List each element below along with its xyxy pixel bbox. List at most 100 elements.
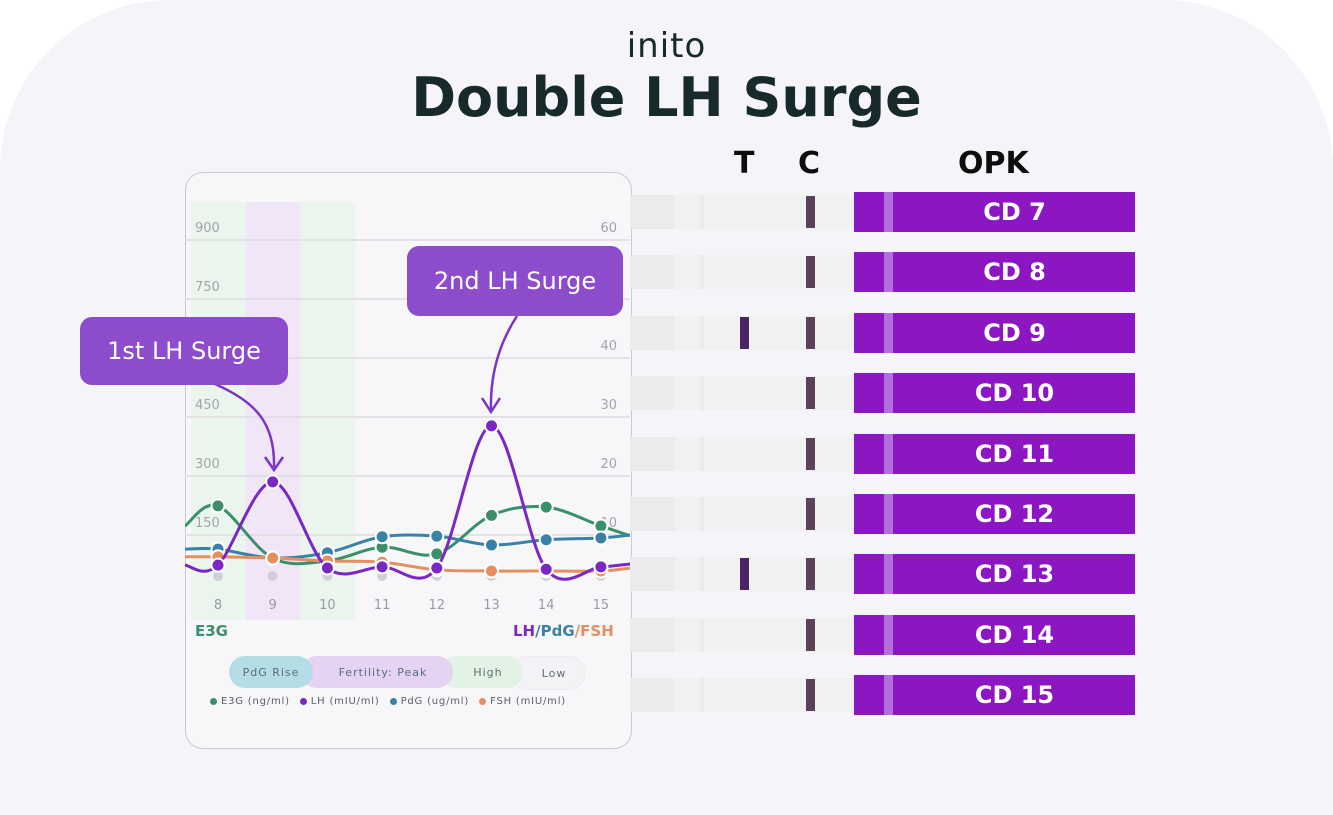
data-point-e3g <box>484 507 499 523</box>
strip-band <box>884 192 893 232</box>
data-point-pdg <box>593 530 609 546</box>
data-point-pdg <box>429 528 445 544</box>
strip-segment <box>704 557 854 592</box>
data-point-lh <box>429 560 445 576</box>
right-tick-label: 20 <box>600 457 617 472</box>
strip-band <box>884 433 893 474</box>
strip-handle: CD 11 <box>854 433 1135 474</box>
strip-handle: CD 13 <box>854 554 1135 595</box>
data-point-lh <box>374 559 390 575</box>
axis-sep: / <box>574 622 581 640</box>
legend-label: LH (mIU/ml) <box>310 696 380 707</box>
series-lines <box>185 418 630 581</box>
strip-segment <box>674 436 700 471</box>
header-opk: OPK <box>958 146 1029 181</box>
left-tick-label: 300 <box>195 457 220 472</box>
strip-segment <box>674 617 700 652</box>
strip-test-area <box>630 617 854 652</box>
strip-label: CD 9 <box>983 318 1046 347</box>
strip-segment <box>674 557 700 592</box>
control-line <box>806 196 815 228</box>
page-title: Double LH Surge <box>411 66 922 129</box>
left-axis-name: E3G <box>195 622 228 640</box>
control-line <box>806 679 815 712</box>
strip-label: CD 7 <box>983 198 1046 226</box>
control-line <box>806 618 815 651</box>
data-point-fsh <box>484 563 499 579</box>
pill-fertility-peak: Fertility: Peak <box>301 656 453 688</box>
right-axis-name: LH/PdG/FSH <box>513 622 614 640</box>
data-point-pdg <box>538 532 554 548</box>
data-point-lh <box>210 557 226 573</box>
legend-item-pdg: PdG (ug/ml) <box>389 696 470 707</box>
strip-test-area <box>630 255 854 290</box>
strip-label: CD 10 <box>974 379 1055 408</box>
right-tick-label: 30 <box>600 398 617 413</box>
opk-strip: CD 12 <box>630 494 1135 534</box>
opk-strip: CD 13 <box>630 554 1135 595</box>
opk-strip: CD 7 <box>630 192 1135 232</box>
strip-test-area <box>630 195 854 229</box>
legend-dot-icon <box>210 698 217 705</box>
chart-legend: E3G (ng/ml) LH (mIU/ml) PdG (ug/ml) FSH … <box>210 696 566 707</box>
data-point-lh <box>593 559 609 575</box>
x-tick-label: 13 <box>483 598 500 613</box>
data-point-pdg <box>484 537 499 553</box>
data-point-fsh <box>265 550 281 566</box>
legend-item-e3g: E3G (ng/ml) <box>210 696 290 707</box>
data-point-lh <box>484 418 499 434</box>
strip-test-area <box>630 497 854 531</box>
strip-test-area <box>630 376 854 411</box>
header-t: T <box>734 146 755 181</box>
legend-label: PdG (ug/ml) <box>400 696 470 707</box>
strip-handle: CD 10 <box>854 373 1135 414</box>
strip-segment <box>674 315 700 350</box>
strip-band <box>884 373 893 414</box>
strip-band <box>884 494 893 534</box>
x-tick-label: 14 <box>538 598 555 613</box>
legend-dot-icon <box>389 698 397 705</box>
arrowhead-icon <box>480 397 502 415</box>
left-tick-label: 150 <box>195 516 220 531</box>
strip-segment <box>674 678 700 713</box>
test-line <box>740 316 749 349</box>
arrow-first-surge <box>214 382 276 468</box>
baseline-marker <box>213 571 223 581</box>
strip-segment <box>704 195 854 229</box>
axis-sep: / <box>535 622 541 640</box>
strip-label: CD 13 <box>974 560 1055 589</box>
strip-band <box>884 252 893 293</box>
left-tick-label: 900 <box>195 221 220 236</box>
strip-segment <box>674 255 700 290</box>
strip-segment <box>704 678 854 713</box>
arrow-second-surge <box>489 315 519 411</box>
strip-segment <box>674 497 700 531</box>
strip-handle: CD 15 <box>854 675 1135 716</box>
data-point-lh <box>265 474 281 490</box>
series-line-lh <box>185 424 630 581</box>
strip-segment <box>704 315 854 350</box>
strip-label: CD 15 <box>974 681 1055 710</box>
opk-strip: CD 9 <box>630 312 1135 353</box>
callout-second-lh-surge: 2nd LH Surge <box>407 246 623 316</box>
status-pills: PdG Rise Fertility: Peak High Low <box>229 656 585 690</box>
series-line-e3g <box>185 503 630 566</box>
strip-handle: CD 7 <box>854 192 1135 232</box>
series-line-fsh <box>185 555 630 573</box>
callout-first-lh-surge: 1st LH Surge <box>80 317 288 385</box>
baseline-marker <box>267 571 278 581</box>
data-point-lh <box>538 561 554 577</box>
strip-band <box>884 675 893 716</box>
x-tick-label: 8 <box>214 598 222 613</box>
opk-strip: CD 15 <box>630 675 1135 716</box>
strip-handle: CD 12 <box>854 494 1135 534</box>
strip-segment <box>704 617 854 652</box>
legend-dot-icon <box>299 698 307 705</box>
opk-strip: CD 11 <box>630 433 1135 474</box>
right-tick-label: 60 <box>600 221 617 236</box>
legend-item-fsh: FSH (mIU/ml) <box>479 696 566 707</box>
right-tick-label: 40 <box>600 339 617 354</box>
control-line <box>806 558 815 591</box>
strip-test-area <box>630 436 854 471</box>
legend-label: FSH (mIU/ml) <box>490 696 566 707</box>
